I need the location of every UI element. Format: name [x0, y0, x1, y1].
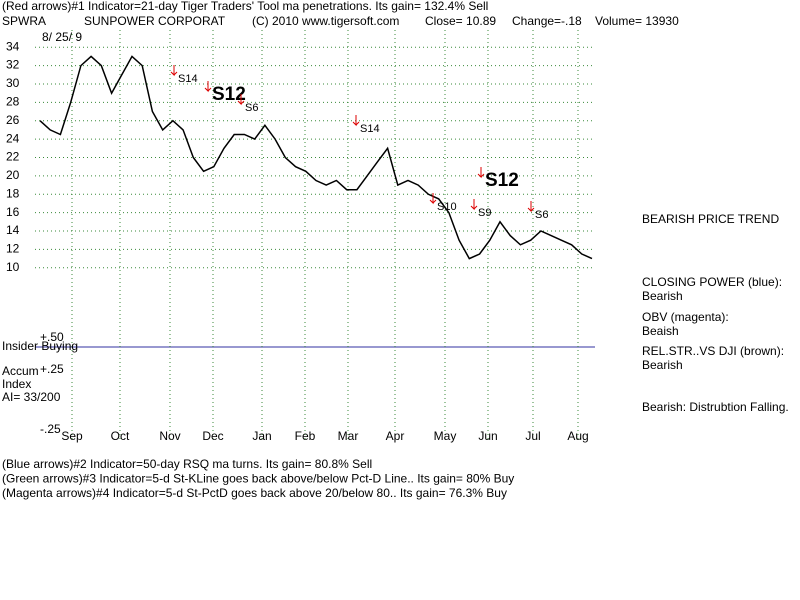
signal-arrow — [237, 94, 245, 106]
title: (Red arrows)#1 Indicator=21-day Tiger Tr… — [2, 0, 488, 13]
side-note: Bearish — [642, 289, 683, 303]
signal-label: S9 — [478, 207, 491, 219]
subtitle: Volume= 13930 — [595, 14, 679, 28]
side-note: REL.STR..VS DJI (brown): — [642, 344, 784, 358]
signal-label: S12 — [212, 84, 246, 105]
signal-label: S14 — [178, 73, 198, 85]
signal-arrow — [429, 193, 437, 205]
y-tick-label: 14 — [6, 223, 20, 237]
signal-arrow — [470, 199, 478, 211]
x-tick-label: Sep — [61, 429, 83, 443]
y-tick-label: 30 — [6, 76, 20, 90]
panel-label: Accum — [2, 364, 39, 378]
signal-arrow — [352, 115, 360, 127]
y-tick-label: 26 — [6, 113, 20, 127]
signal-label: S6 — [245, 102, 258, 114]
footer-line: (Green arrows)#3 Indicator=5-d St-KLine … — [2, 472, 514, 486]
y-tick-label: 16 — [6, 205, 20, 219]
side-note: CLOSING POWER (blue): — [642, 275, 782, 289]
signal-label: S14 — [360, 123, 380, 135]
signal-arrow — [170, 65, 178, 77]
side-note: BEARISH PRICE TREND — [642, 212, 779, 226]
x-tick-label: Dec — [202, 429, 223, 443]
subtitle: Change=-.18 — [512, 14, 582, 28]
price-line — [39, 55, 593, 260]
x-tick-label: Feb — [295, 429, 316, 443]
x-tick-label: Jun — [478, 429, 497, 443]
subtitle: SUNPOWER CORPORAT — [84, 14, 226, 28]
signal-arrow — [527, 201, 535, 213]
start-date: 8/ 25/ 9 — [42, 30, 82, 44]
side-note: Bearish: Distrubtion Falling. — [642, 400, 789, 414]
y-tick-label: 34 — [6, 39, 20, 53]
signal-label: S10 — [437, 201, 457, 213]
x-tick-label: Aug — [567, 429, 588, 443]
signal-arrow — [477, 167, 485, 179]
panel-label: -.25 — [40, 422, 61, 436]
x-tick-label: Mar — [338, 429, 359, 443]
subtitle: SPWRA — [2, 14, 46, 28]
panel-label: Index — [2, 377, 31, 391]
x-tick-label: Oct — [111, 429, 130, 443]
x-tick-label: Jul — [525, 429, 540, 443]
y-tick-label: 22 — [6, 150, 20, 164]
x-tick-label: Apr — [386, 429, 405, 443]
subtitle: Close= 10.89 — [425, 14, 496, 28]
panel-label: +.50 — [40, 330, 64, 344]
signal-arrow — [204, 81, 212, 93]
panel-label: AI= 33/200 — [2, 390, 61, 404]
y-tick-label: 32 — [6, 58, 20, 72]
x-tick-label: Nov — [159, 429, 180, 443]
y-tick-label: 24 — [6, 131, 20, 145]
y-tick-label: 20 — [6, 168, 20, 182]
x-tick-label: Jan — [252, 429, 271, 443]
signal-label: S6 — [535, 209, 548, 221]
footer-line: (Magenta arrows)#4 Indicator=5-d St-PctD… — [2, 486, 507, 500]
footer-line: (Blue arrows)#2 Indicator=50-day RSQ ma … — [2, 457, 372, 471]
y-tick-label: 28 — [6, 95, 20, 109]
x-tick-label: May — [434, 429, 457, 443]
panel-label: Insider Buying — [2, 339, 78, 353]
signal-label: S12 — [485, 170, 519, 191]
panel-label: +.25 — [40, 362, 64, 376]
y-tick-label: 10 — [6, 260, 20, 274]
y-tick-label: 18 — [6, 186, 20, 200]
side-note: OBV (magenta): — [642, 310, 729, 324]
y-tick-label: 12 — [6, 242, 20, 256]
side-note: Beaish — [642, 324, 679, 338]
subtitle: (C) 2010 www.tigersoft.com — [252, 14, 399, 28]
side-note: Bearish — [642, 358, 683, 372]
